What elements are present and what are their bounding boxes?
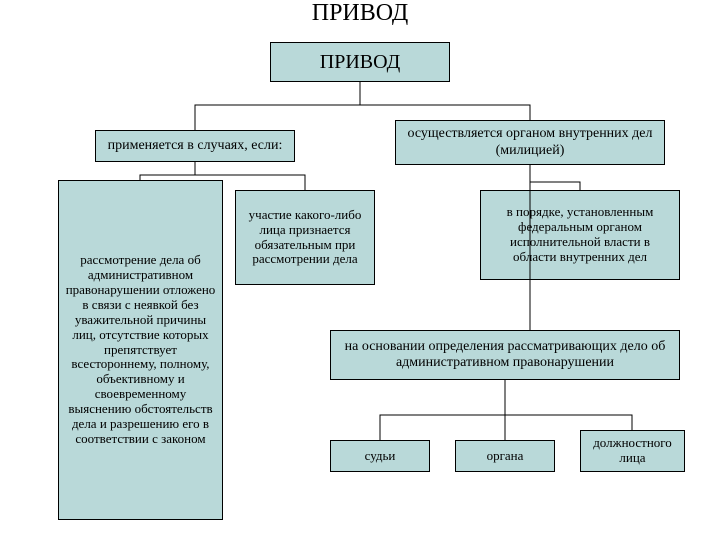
node-leaf_body: органа (455, 440, 555, 472)
node-root: ПРИВОД (270, 42, 450, 82)
node-right_a: в порядке, установленным федеральным орг… (480, 190, 680, 280)
diagram-title: ПРИВОД (0, 0, 720, 27)
edge-7 (530, 182, 580, 190)
node-leaf_official: должностного лица (580, 430, 685, 472)
node-left_a: рассмотрение дела об административном пр… (58, 180, 223, 520)
edge-1 (195, 105, 360, 130)
node-left: применяется в случаях, если: (95, 130, 295, 162)
node-basis: на основании определения рассматривающих… (330, 330, 680, 380)
edge-11 (505, 415, 632, 430)
node-left_b: участие какого-либо лица признается обяз… (235, 190, 375, 285)
node-right: осуществляется органом внутренних дел (м… (395, 120, 665, 165)
node-leaf_judge: судьи (330, 440, 430, 472)
edge-2 (360, 105, 530, 120)
edge-9 (380, 415, 505, 440)
